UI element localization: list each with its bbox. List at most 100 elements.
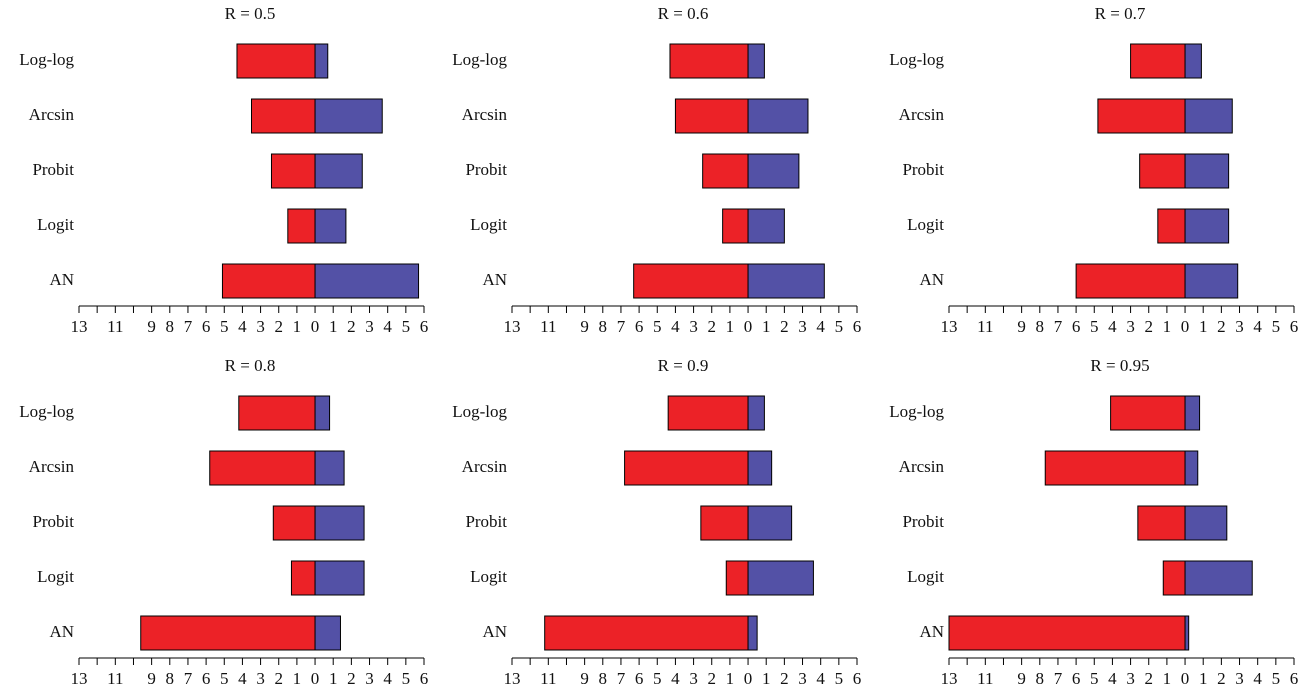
x-tick-label: 13 [504,669,521,688]
category-label: AN [919,622,944,641]
x-tick-label: 5 [835,317,844,336]
x-tick-label: 3 [689,669,698,688]
x-tick-label: 13 [71,669,88,688]
bar [747,43,765,79]
bar [1130,43,1186,79]
x-tick-label: 6 [202,317,211,336]
x-tick-label: 4 [383,317,392,336]
x-tick-label: 3 [689,317,698,336]
x-tick-label: 4 [1108,669,1117,688]
x-tick-label: 4 [383,669,392,688]
bar [314,98,383,134]
x-tick-label: 7 [1054,669,1063,688]
bar [747,98,809,134]
category-label: Probit [32,512,74,531]
bar [747,153,800,189]
x-tick-label: 3 [1235,669,1244,688]
category-label: Probit [902,512,944,531]
x-tick-label: 5 [220,669,229,688]
bar [209,450,316,486]
x-tick-label: 8 [166,317,175,336]
category-label: Log-log [19,402,74,421]
category-label: Logit [37,215,74,234]
bar [140,615,316,651]
x-tick-label: 5 [402,317,411,336]
category-label: Arcsin [29,105,75,124]
x-tick-label: 5 [1272,669,1281,688]
bar [238,395,316,431]
x-tick-label: 7 [184,669,193,688]
x-tick-label: 5 [402,669,411,688]
category-label: Log-log [889,50,944,69]
x-tick-label: 4 [238,317,247,336]
x-tick-label: 0 [1181,317,1190,336]
x-tick-label: 3 [1126,317,1135,336]
x-tick-label: 3 [256,669,265,688]
bar [1184,505,1228,541]
x-tick-label: 5 [835,669,844,688]
category-label: Arcsin [899,457,945,476]
x-tick-label: 3 [256,317,265,336]
bar [314,208,347,244]
bar [314,395,331,431]
x-tick-label: 1 [293,669,302,688]
category-label: AN [482,622,507,641]
x-tick-label: 6 [635,317,644,336]
category-label: Probit [902,160,944,179]
category-label: Probit [465,512,507,531]
x-tick-label: 5 [220,317,229,336]
x-tick-label: 2 [707,669,716,688]
x-tick-label: 4 [816,669,825,688]
bar [314,43,329,79]
x-tick-label: 5 [653,317,662,336]
x-tick-label: 4 [816,317,825,336]
category-label: Arcsin [462,105,508,124]
x-tick-label: 9 [1017,669,1026,688]
x-tick-label: 2 [347,669,356,688]
x-tick-label: 6 [1290,669,1299,688]
category-label: Probit [465,160,507,179]
x-tick-label: 9 [1017,317,1026,336]
bar [722,208,749,244]
bar [725,560,749,596]
x-tick-label: 1 [762,317,771,336]
x-tick-label: 8 [1036,669,1045,688]
x-tick-label: 1 [1163,317,1172,336]
bar [1184,153,1230,189]
category-label: Log-log [452,50,507,69]
x-tick-label: 1 [329,317,338,336]
bar [272,505,316,541]
x-tick-label: 2 [1144,317,1153,336]
bar [314,263,420,299]
x-tick-label: 2 [707,317,716,336]
x-tick-label: 1 [293,317,302,336]
x-tick-label: 9 [580,317,589,336]
x-tick-label: 6 [202,669,211,688]
x-tick-label: 0 [744,317,753,336]
x-tick-label: 3 [365,317,374,336]
bar [1075,263,1186,299]
panel-title: R = 0.7 [1095,4,1146,23]
x-tick-label: 2 [274,669,283,688]
x-tick-label: 0 [311,317,320,336]
x-tick-label: 7 [184,317,193,336]
x-tick-label: 0 [744,669,753,688]
bar [314,505,365,541]
x-tick-label: 7 [1054,317,1063,336]
x-tick-label: 6 [420,317,429,336]
category-label: Logit [907,215,944,234]
category-label: Log-log [889,402,944,421]
x-tick-label: 5 [1090,669,1099,688]
bar [747,450,773,486]
bar [1110,395,1186,431]
x-tick-label: 5 [653,669,662,688]
x-tick-label: 3 [1126,669,1135,688]
x-tick-label: 0 [311,669,320,688]
bar [314,450,345,486]
x-tick-label: 1 [329,669,338,688]
x-tick-label: 6 [1072,669,1081,688]
